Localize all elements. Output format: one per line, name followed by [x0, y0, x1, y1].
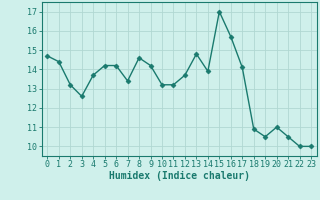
X-axis label: Humidex (Indice chaleur): Humidex (Indice chaleur) — [109, 171, 250, 181]
